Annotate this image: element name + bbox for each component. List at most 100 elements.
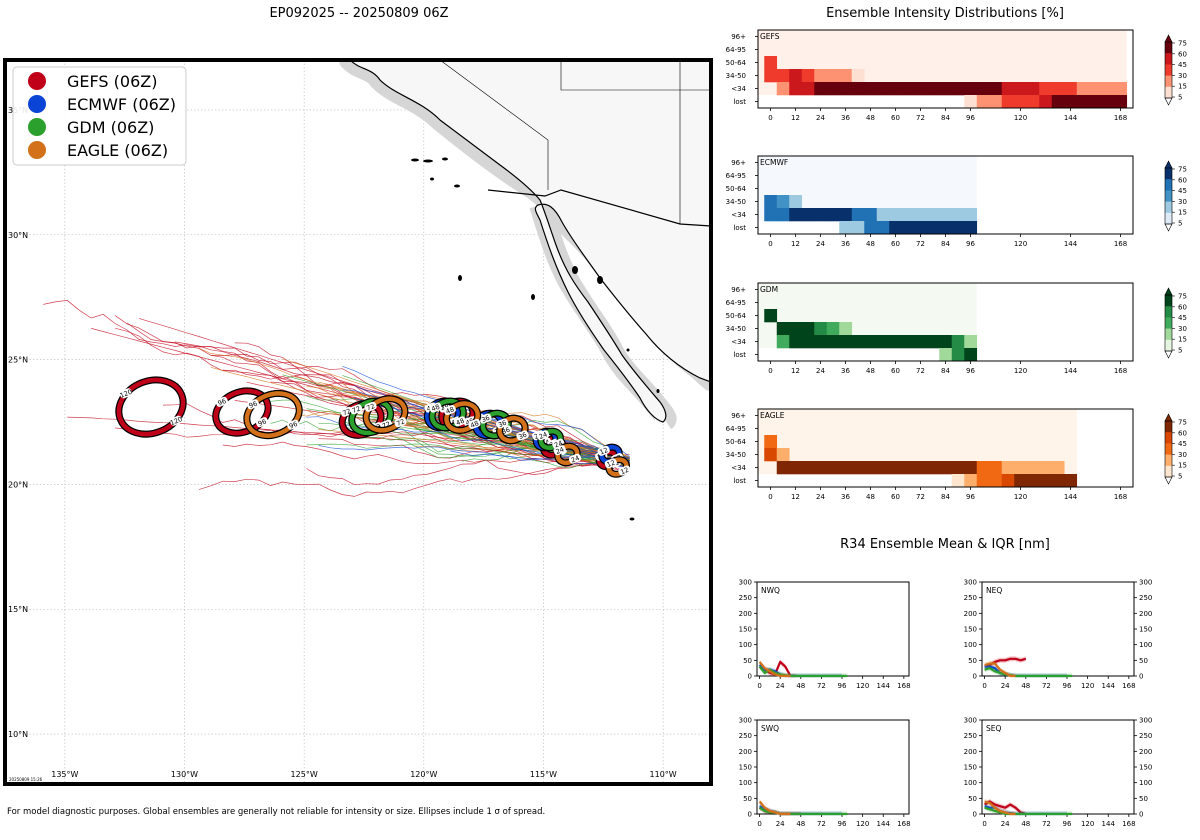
heatmap-xtick-label: 12	[791, 240, 800, 248]
heatmap-cell	[951, 474, 965, 488]
heatmap-xtick-label: 84	[941, 367, 950, 375]
heatmap-cell	[839, 335, 853, 349]
r34-mean-line	[984, 662, 1016, 678]
heatmap-cell	[1001, 82, 1015, 96]
colorbar-tick-label: 75	[1178, 293, 1187, 301]
north-america-land	[349, 60, 711, 423]
heatmap-ytick-label: lost	[733, 351, 746, 359]
r34-ytick-label: 0	[973, 811, 977, 819]
r34-frame	[756, 719, 910, 815]
ellipse-label-bg	[553, 445, 566, 456]
ellipse-hour-label: 72	[341, 407, 352, 418]
heatmap-cell	[776, 322, 790, 336]
r34-xtick-label: 120	[1081, 682, 1094, 690]
heatmap-cell	[1039, 461, 1053, 475]
r34-ytick-label: 300	[964, 579, 977, 587]
heatmap-cell	[964, 208, 978, 222]
heatmap-cell	[1089, 82, 1103, 96]
heatmap-ytick-label: 34-50	[726, 198, 746, 206]
heatmap-cell	[914, 221, 928, 235]
r34-ytick-label-right: 100	[1139, 779, 1152, 787]
heatmap-cell	[814, 335, 828, 349]
ellipse-hour-label: 72	[395, 417, 406, 428]
heatmap-cell	[1001, 461, 1015, 475]
colorbar-frame	[1164, 41, 1173, 99]
heatmap-cell	[814, 322, 828, 336]
colorbar-bottom-arrow	[1164, 223, 1173, 232]
ellipse-hour-label: 48	[430, 403, 441, 414]
r34-xtick-label: 0	[982, 820, 986, 828]
heatmap-cell	[989, 82, 1003, 96]
heatmap-cell	[839, 322, 853, 336]
ellipse-label-bg	[604, 458, 618, 469]
r34-xtick-label: 0	[982, 682, 986, 690]
r34-mean-line	[984, 806, 1073, 816]
r34-ytick-label: 200	[964, 748, 977, 756]
colorbar-bottom-arrow	[1164, 476, 1173, 485]
r34-xtick-label: 144	[1102, 820, 1116, 828]
heatmap-cell	[789, 82, 803, 96]
heatmap-cell	[764, 435, 778, 449]
heatmap-xtick-label: 96	[966, 367, 975, 375]
heatmap-cell	[839, 69, 853, 83]
ellipse-hour-label: 24	[538, 430, 549, 441]
heatmap-cell	[776, 335, 790, 349]
intensity-heatmaps: GEFS 96+ 64-95 50-64 34-50 <34 lost 0 12 24 36 48 60…	[726, 29, 1187, 501]
colorbar-top-arrow	[1164, 160, 1173, 169]
colorbar-segment	[1165, 42, 1172, 54]
heatmap-cell	[776, 69, 790, 83]
r34-xtick-label: 48	[1021, 820, 1030, 828]
heatmap-cell	[1014, 461, 1028, 475]
heatmap-cell	[901, 461, 915, 475]
r34-ytick-label-right: 250	[1139, 732, 1152, 740]
legend-label-gefs: GEFS (06Z)	[67, 72, 157, 91]
r34-xtick-label: 168	[897, 682, 910, 690]
legend-marker-ecmwf	[28, 95, 46, 113]
heatmap-cell	[1114, 95, 1128, 109]
r34-ytick-label: 50	[968, 657, 977, 665]
r34-xtick-label: 48	[796, 820, 805, 828]
colorbar-segment	[1165, 339, 1172, 352]
heatmap-cell	[939, 348, 953, 362]
heatmap-cell	[789, 322, 803, 336]
ensemble-track	[114, 315, 630, 459]
ellipse-label-bg	[394, 417, 407, 428]
heatmap-xtick-label: 0	[768, 114, 772, 122]
r34-panel-swq: SWQ 0 50 100 150 200 250 300 0 24 48 72 96 120 144 168	[739, 717, 911, 829]
r34-ytick-label: 150	[739, 764, 752, 772]
heatmap-cell	[914, 208, 928, 222]
ellipse-label-bg	[468, 418, 481, 430]
heatmap-cell	[1026, 461, 1040, 475]
heatmap-cell	[964, 95, 978, 109]
colorbar-tick-label: 30	[1178, 198, 1187, 206]
colorbar-tick-label: 45	[1178, 187, 1187, 195]
heatmap-cell	[801, 208, 815, 222]
heatmap-cell	[851, 82, 865, 96]
colorbar-frame	[1164, 294, 1173, 352]
r34-xtick-label: 72	[817, 820, 826, 828]
heatmap-cell	[989, 461, 1003, 475]
heatmap-cell	[964, 348, 978, 362]
r34-xtick-label: 168	[1122, 820, 1135, 828]
heatmap-xtick-label: 36	[841, 240, 850, 248]
heatmap-xtick-label: 12	[791, 367, 800, 375]
heatmap-cell	[1076, 82, 1090, 96]
heatmap-cell	[1101, 82, 1115, 96]
heatmap-cell	[951, 335, 965, 349]
colorbar-tick-label: 45	[1178, 440, 1187, 448]
heatmap-cell	[1114, 82, 1128, 96]
heatmap-xtick-label: 12	[791, 114, 800, 122]
heatmap-cell	[876, 82, 890, 96]
heatmap-cell	[764, 309, 778, 323]
heatmap-cell	[951, 208, 965, 222]
heatmap-ytick-label: 96+	[731, 286, 746, 294]
lon-tick-label: 125°W	[291, 770, 318, 779]
heatmap-cell	[1001, 95, 1015, 109]
ellipse-hour-label: 36	[497, 419, 508, 430]
heatmap-xtick-label: 96	[966, 493, 975, 501]
r34-xtick-label: 0	[757, 820, 761, 828]
heatmap-cell	[964, 461, 978, 475]
ellipse-hour-label: 72	[381, 420, 392, 431]
colorbar-segment	[1165, 212, 1172, 225]
